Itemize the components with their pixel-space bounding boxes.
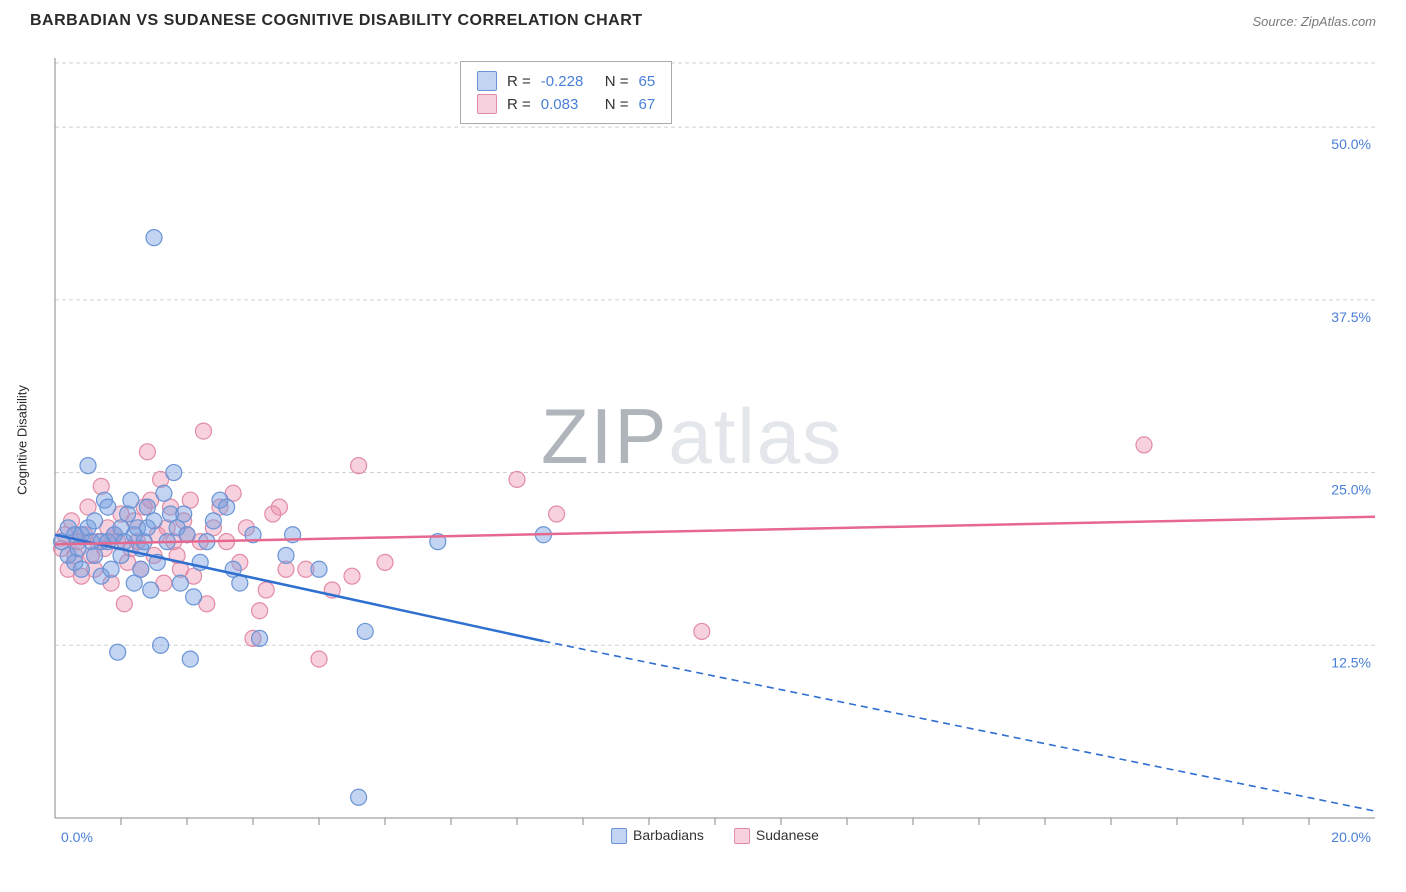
stat-n-value: 67 <box>639 96 656 113</box>
scatter-point <box>509 471 525 487</box>
stats-legend-box: R = -0.228 N = 65 R = 0.083 N = 67 <box>460 61 672 124</box>
scatter-point <box>80 458 96 474</box>
scatter-point <box>133 561 149 577</box>
scatter-plot: 12.5% 25.0% 37.5% 50.0% 0.0% 20.0% R = -0.228 N… <box>45 58 1385 848</box>
scatter-point <box>311 651 327 667</box>
legend-swatch <box>477 71 497 91</box>
scatter-point <box>344 568 360 584</box>
scatter-point <box>549 506 565 522</box>
scatter-point <box>73 561 89 577</box>
x-tick-label-end: 20.0% <box>1331 829 1371 845</box>
scatter-point <box>351 789 367 805</box>
y-tick-label: 50.0% <box>1331 136 1371 152</box>
stat-n-label: N = <box>605 96 629 113</box>
scatter-point <box>357 623 373 639</box>
scatter-point <box>146 230 162 246</box>
legend-label: Barbadians <box>633 827 704 843</box>
scatter-point <box>143 582 159 598</box>
x-axis-legend: Barbadians Sudanese <box>611 827 819 844</box>
stat-r-label: R = <box>507 96 531 113</box>
legend-swatch <box>734 828 750 844</box>
scatter-point <box>156 485 172 501</box>
x-tick-label-start: 0.0% <box>61 829 93 845</box>
y-tick-label: 37.5% <box>1331 309 1371 325</box>
scatter-point <box>146 513 162 529</box>
scatter-point <box>172 575 188 591</box>
scatter-point <box>311 561 327 577</box>
stat-r-value: -0.228 <box>541 73 595 90</box>
stat-r-value: 0.083 <box>541 96 595 113</box>
trend-line-barbadians-dashed <box>543 641 1375 811</box>
scatter-point <box>100 499 116 515</box>
scatter-point <box>103 561 119 577</box>
source-label: Source: ZipAtlas.com <box>1252 14 1376 29</box>
scatter-point <box>186 589 202 605</box>
scatter-point <box>271 499 287 515</box>
scatter-point <box>176 506 192 522</box>
stat-n-label: N = <box>605 73 629 90</box>
scatter-point <box>278 547 294 563</box>
scatter-point <box>258 582 274 598</box>
scatter-point <box>219 499 235 515</box>
scatter-point <box>196 423 212 439</box>
legend-label: Sudanese <box>756 827 819 843</box>
legend-swatch <box>477 94 497 114</box>
scatter-point <box>232 575 248 591</box>
scatter-point <box>139 444 155 460</box>
scatter-point <box>252 630 268 646</box>
scatter-point <box>116 596 132 612</box>
y-tick-label: 12.5% <box>1331 654 1371 670</box>
scatter-point <box>166 465 182 481</box>
scatter-point <box>182 651 198 667</box>
scatter-point <box>694 623 710 639</box>
scatter-point <box>87 513 103 529</box>
chart-title: BARBADIAN VS SUDANESE COGNITIVE DISABILI… <box>30 12 643 30</box>
scatter-point <box>153 637 169 653</box>
scatter-point <box>351 458 367 474</box>
stat-r-label: R = <box>507 73 531 90</box>
y-axis-label: Cognitive Disability <box>15 385 30 495</box>
scatter-point <box>110 644 126 660</box>
stat-n-value: 65 <box>639 73 656 90</box>
scatter-point <box>1136 437 1152 453</box>
scatter-point <box>377 554 393 570</box>
scatter-point <box>123 492 139 508</box>
scatter-point <box>252 603 268 619</box>
y-tick-label: 25.0% <box>1331 482 1371 498</box>
legend-swatch <box>611 828 627 844</box>
scatter-point <box>205 513 221 529</box>
